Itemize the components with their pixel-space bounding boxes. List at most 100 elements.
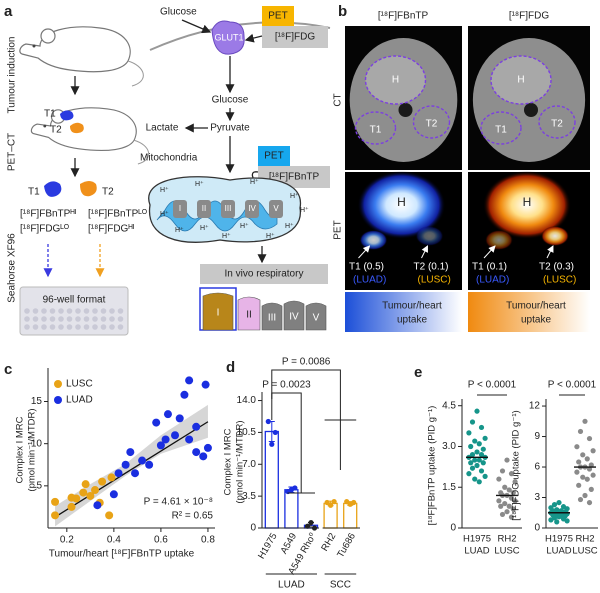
point: [51, 511, 60, 520]
well: [117, 324, 124, 330]
organelle-label: Mitochondria: [140, 153, 198, 164]
tumour-label: T2: [102, 187, 114, 198]
complex: [261, 302, 283, 331]
point: [548, 517, 554, 523]
complex: [245, 200, 259, 218]
well: [32, 308, 39, 314]
proton: H⁺: [290, 192, 299, 200]
tumour-label: T1: [28, 187, 40, 198]
point: [584, 476, 590, 482]
well: [41, 316, 47, 322]
region-label: H: [397, 195, 406, 209]
point: [506, 487, 512, 493]
pet-tumour: [359, 230, 388, 250]
point: [192, 448, 201, 457]
tumour-label: T1: [44, 109, 56, 120]
tracer-label: [¹⁸F]FDG: [275, 32, 316, 43]
tumour-t2: [80, 181, 97, 197]
point: [564, 518, 570, 524]
bar: [343, 502, 358, 529]
well-plate: [19, 286, 129, 336]
confidence-band: [55, 404, 208, 527]
point: [67, 502, 76, 511]
y-tick-label: 6: [534, 462, 540, 473]
y-tick-label: 0: [250, 523, 256, 534]
pet-heart: [357, 171, 446, 239]
point: [480, 446, 486, 452]
panel-letter: a: [4, 3, 13, 20]
complex: [202, 292, 234, 331]
point: [480, 460, 486, 466]
point: [185, 435, 194, 444]
metabolite: Glucose: [212, 95, 249, 106]
point: [51, 497, 60, 506]
colorbar-label: uptake: [397, 315, 427, 326]
region-label: T1: [495, 125, 507, 136]
x-tick-label: H1975: [545, 534, 573, 545]
well: [24, 316, 30, 322]
proton: H⁺: [195, 180, 204, 188]
tumour-subtype: (LUAD): [476, 275, 509, 286]
complex: [283, 300, 305, 331]
column-title: [¹⁸F]FDG: [509, 11, 550, 22]
point: [138, 456, 147, 465]
well: [83, 316, 90, 322]
comparison-bracket: [271, 392, 302, 493]
panel-letter: d: [226, 359, 235, 376]
colorbar-label: uptake: [521, 315, 551, 326]
tumour-t2: [70, 122, 84, 134]
ct-outline: [364, 55, 427, 105]
complex-label: III: [268, 313, 276, 324]
complex-label: V: [273, 204, 279, 213]
well: [75, 324, 81, 330]
proton: H⁺: [285, 222, 294, 230]
stage-label: Seahorse XF96: [7, 233, 18, 303]
point: [93, 501, 102, 510]
well: [92, 316, 98, 322]
point: [577, 428, 584, 435]
point: [474, 408, 480, 414]
pet-heart: [483, 171, 571, 239]
point: [79, 488, 88, 497]
well: [100, 324, 107, 330]
complex-label: I: [217, 308, 220, 319]
point: [468, 460, 474, 466]
pet-tumour: [415, 226, 444, 246]
point: [469, 419, 476, 425]
point: [468, 443, 474, 450]
pet-tumour: [541, 226, 569, 246]
column-title: [¹⁸F]FBnTP: [378, 11, 429, 22]
colorbar-label: Tumour/heart: [506, 301, 566, 312]
tumour-subtype: (LUAD): [353, 275, 386, 286]
well: [49, 308, 56, 314]
x-tick-label: 0.8: [201, 535, 215, 546]
point: [180, 390, 189, 399]
y-tick-label: 14.0: [237, 395, 257, 406]
x-tick-label: RH2: [319, 531, 338, 553]
ct-spine: [524, 103, 538, 117]
point: [344, 499, 350, 505]
well: [49, 324, 56, 330]
complex: [173, 200, 187, 218]
pointer: [421, 245, 428, 259]
point: [269, 441, 275, 447]
y-tick-label: 12: [529, 401, 541, 412]
plate-label: 96-well format: [43, 295, 106, 306]
proton: H⁺: [222, 232, 231, 240]
panel-letter: c: [4, 361, 12, 378]
region-label: H: [523, 195, 532, 209]
point: [126, 448, 135, 457]
point: [201, 380, 210, 389]
complex-row: I II III IV V: [173, 200, 283, 218]
point: [508, 471, 515, 477]
pet-label: PET: [264, 151, 283, 162]
proton: H⁺: [200, 224, 209, 232]
x-tick-sublabel: LUAD: [546, 546, 571, 557]
well: [109, 308, 115, 314]
legend-marker: [54, 380, 62, 388]
row-title: PET: [333, 220, 344, 239]
point: [469, 465, 476, 471]
y-tick-label: 7.0: [242, 459, 256, 470]
y-tick-label: 4.5: [442, 400, 456, 411]
